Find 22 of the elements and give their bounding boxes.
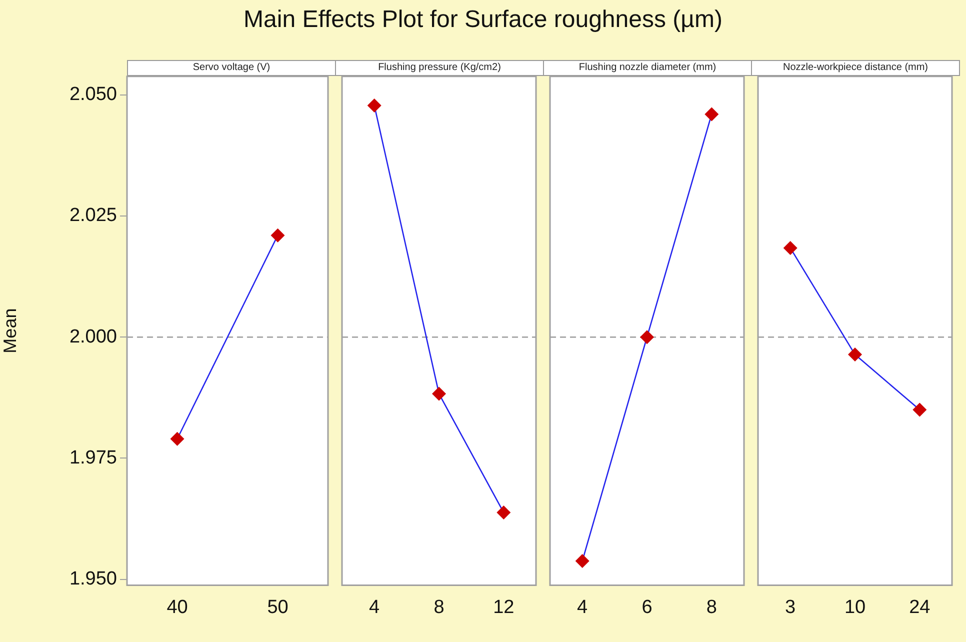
chart-subtitle: Servo voltage (V) xyxy=(127,60,336,76)
y-tick-label: 2.050 xyxy=(69,84,117,106)
x-tick-label: 8 xyxy=(706,596,717,618)
x-tick-label: 3 xyxy=(785,596,796,618)
x-tick-label: 50 xyxy=(267,596,288,618)
chart-subtitle: Flushing nozzle diameter (mm) xyxy=(543,60,752,76)
y-tick-label: 2.025 xyxy=(69,205,117,226)
x-tick-label: 24 xyxy=(909,596,931,618)
x-tick-label: 40 xyxy=(166,596,188,618)
y-tick-label: 1.975 xyxy=(69,447,117,468)
x-tick-label: 4 xyxy=(369,596,380,618)
x-tick-label: 10 xyxy=(844,596,866,618)
y-tick-label: 1.950 xyxy=(69,568,117,590)
chart-subtitle: Flushing pressure (Kg/cm2) xyxy=(335,60,544,76)
x-tick-label: 8 xyxy=(434,596,444,618)
y-axis-title: Mean xyxy=(0,308,20,354)
x-tick-label: 4 xyxy=(577,596,588,618)
text: Main Effects Plot for Surface roughness (µm) xyxy=(242,6,724,34)
x-tick-label: 6 xyxy=(642,596,652,618)
chart-subtitle: Nozzle-workpiece distance (mm) xyxy=(751,60,960,76)
y-tick-label: 2.000 xyxy=(69,326,117,348)
x-tick-label: 12 xyxy=(493,596,514,618)
